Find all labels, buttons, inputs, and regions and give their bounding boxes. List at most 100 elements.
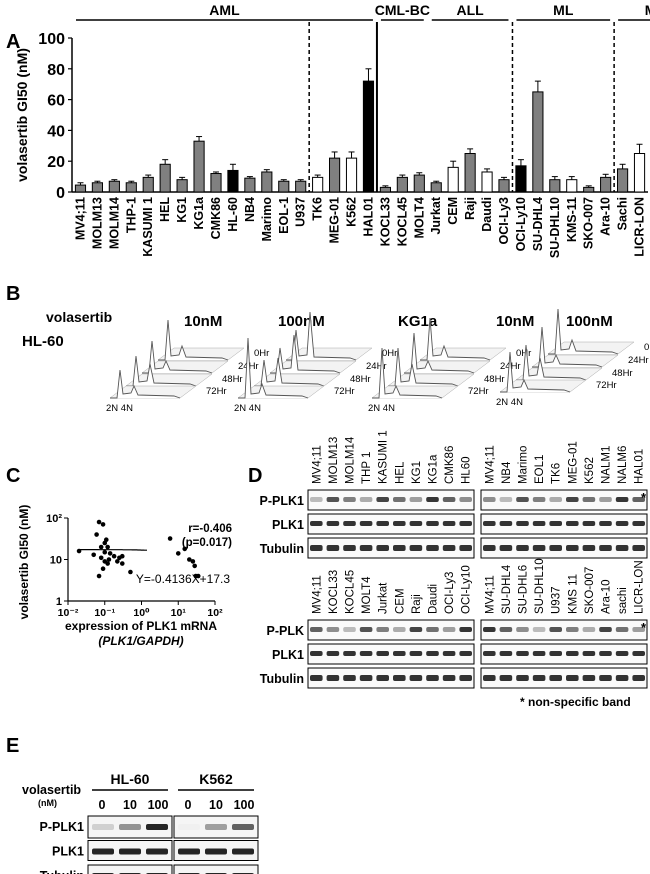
blot-band (376, 675, 389, 681)
group-label: AML (209, 2, 240, 18)
panel-letter-d: D (248, 465, 262, 487)
timepoint-label: 24Hr (628, 355, 649, 366)
blot-band (599, 521, 612, 526)
histogram-trace (388, 347, 459, 387)
bar (74, 184, 87, 193)
y-tick-label-a: 20 (47, 154, 65, 171)
blot-band (409, 651, 423, 656)
histogram-trace (158, 319, 229, 361)
blot-band (532, 521, 546, 526)
blot-band (532, 675, 546, 681)
lane-label: NALM6 (617, 446, 629, 484)
x-tick-label-c: 10⁻¹ (94, 607, 115, 619)
group-label: ALL (457, 2, 485, 18)
blot-band (442, 521, 456, 526)
lane-label: MV4;11 (484, 445, 496, 484)
scatter-point (187, 557, 192, 562)
scatter-point (105, 544, 110, 550)
dose-label-e: 10 (123, 798, 137, 812)
blot-band (326, 627, 340, 632)
scatter-point (195, 573, 201, 579)
lane-label: TK6 (551, 463, 563, 484)
dose-label-4: 100nM (566, 313, 613, 330)
bar (396, 176, 408, 193)
blot-row-label: PLK1 (272, 518, 304, 532)
blot-band (582, 497, 596, 502)
blot-band (459, 651, 472, 656)
bar (159, 163, 171, 193)
lane-label: KOCL33 (328, 570, 340, 614)
blot-band (359, 521, 373, 526)
blot-band (566, 675, 579, 681)
blot-band (343, 545, 356, 551)
lane-label: CMK86 (444, 446, 456, 484)
x-tick-label-c: 10⁻² (58, 607, 79, 619)
bar (210, 173, 222, 193)
blot-band (426, 651, 439, 656)
x-tick-label-a: SKO-007 (582, 197, 596, 249)
blot-box-e (173, 864, 259, 874)
bar (176, 179, 188, 193)
bar (278, 180, 290, 193)
blot-band (532, 545, 546, 551)
scatter-point (190, 559, 196, 564)
blot-band (549, 497, 562, 502)
regression-equation: Y=-0.4136X+17.3 (136, 572, 230, 586)
blot-band (409, 521, 423, 526)
lane-label: Daudi (428, 584, 440, 614)
timepoint-label: 0Hr (644, 342, 650, 353)
bar (125, 182, 137, 193)
scatter-point (175, 551, 181, 556)
blot-row-label: Tubulin (260, 542, 304, 556)
x-tick-label-a: OCI-Ly10 (514, 197, 528, 251)
lane-label: Raji (411, 594, 423, 614)
blot-band (442, 497, 456, 502)
lane-label: KMS 11 (567, 574, 579, 614)
lane-label: SKO-007 (584, 567, 596, 614)
blot-box (480, 513, 648, 535)
blot-box-e (173, 815, 259, 839)
blot-band (459, 675, 472, 681)
timepoint-label: 0Hr (382, 348, 397, 359)
blot-band (393, 651, 406, 656)
blot-band (516, 521, 529, 526)
x-tick-label-a: HEL (158, 197, 172, 222)
lane-label: Marimo (518, 446, 530, 484)
blot-box (307, 667, 475, 689)
bar (600, 176, 612, 193)
blot-band (393, 675, 406, 681)
blot-band (442, 627, 456, 632)
lane-label: MV4;11 (311, 575, 323, 614)
bar (379, 186, 391, 193)
y-axis-label-c: volasertib GI50 (nM) (17, 505, 31, 620)
blot-row-label: Tubulin (260, 672, 304, 686)
blot-band (483, 497, 496, 502)
x-tick-label-a: Sachi (616, 197, 630, 230)
scatter-point (105, 561, 110, 566)
blot-band (343, 627, 356, 632)
lane-label: EOL1 (534, 455, 546, 484)
timepoint-label: 72Hr (334, 386, 355, 397)
histogram-trace (532, 326, 603, 368)
blot-band (409, 675, 423, 681)
histogram-trace (126, 355, 197, 387)
blot-band (499, 497, 513, 502)
blot-band (376, 651, 389, 656)
x-tick-label-a: THP-1 (124, 197, 138, 233)
scatter-point (91, 552, 96, 558)
x-tick-label-a: TK6 (311, 197, 325, 221)
blot-band (483, 651, 496, 656)
blot-band-e (178, 824, 200, 830)
blot-band (499, 675, 513, 681)
lane-label: MV4;11 (311, 445, 323, 484)
ploidy-label: 2N 4N (234, 403, 261, 414)
lane-label: SU-DHL6 (518, 565, 530, 614)
blot-band (532, 497, 546, 502)
x-tick-label-a: EOL-1 (277, 197, 291, 234)
blot-band (376, 627, 389, 632)
x-tick-label-a: MV4;11 (73, 197, 87, 240)
nonspecific-star: * (641, 490, 647, 505)
bar (142, 176, 154, 193)
x-tick-label-a: SU-DHL10 (548, 197, 562, 258)
